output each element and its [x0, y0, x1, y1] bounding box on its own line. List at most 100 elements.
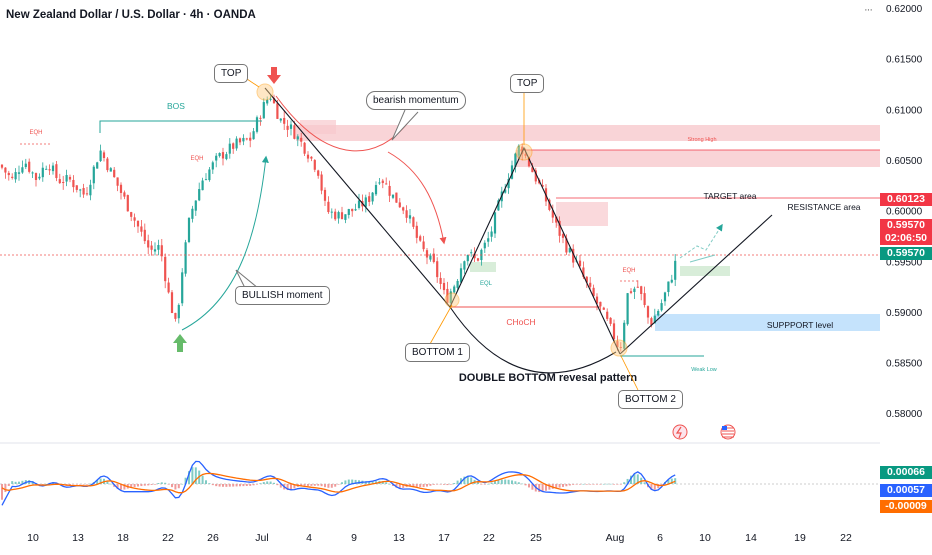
candle-body — [405, 210, 408, 218]
candle-body — [136, 220, 140, 227]
macd-histogram-bar — [565, 484, 568, 487]
candle-body — [653, 315, 656, 324]
candle-body — [24, 163, 27, 168]
candle-body — [153, 249, 157, 252]
price-tick-label: 0.61000 — [886, 105, 923, 116]
candle-body — [429, 255, 432, 260]
candle-body — [456, 280, 459, 288]
candle-body — [497, 200, 500, 211]
macd-histogram-bar — [415, 484, 418, 487]
macd-histogram-bar — [555, 484, 558, 489]
candle-body — [368, 196, 371, 202]
macd-histogram-bar — [337, 484, 340, 485]
chart-title: New Zealand Dollar / U.S. Dollar · 4h · … — [6, 9, 256, 21]
candle-body — [300, 137, 303, 142]
macd-histogram-bar — [259, 483, 262, 484]
time-tick-label: 13 — [72, 532, 84, 544]
candle-body — [317, 170, 320, 176]
candle-body — [306, 154, 310, 159]
candle-body — [507, 178, 510, 189]
macd-histogram-bar — [99, 478, 102, 484]
candle-body — [48, 169, 51, 171]
candle-body — [41, 167, 44, 178]
candle-body — [531, 167, 534, 173]
macd-histogram-bar — [398, 484, 401, 489]
macd-histogram-bar — [72, 484, 75, 485]
macd-histogram-bar — [79, 484, 82, 485]
candle-body — [395, 192, 398, 203]
macd-histogram-bar — [650, 484, 653, 490]
candle-body — [201, 180, 204, 191]
price-tick-label: 0.59500 — [886, 257, 923, 268]
macd-histogram-bar — [143, 484, 146, 486]
bottom-2-connector — [620, 355, 639, 391]
candle-body — [82, 187, 85, 195]
candle-body — [514, 153, 517, 167]
candle-body — [667, 281, 670, 293]
candle-body — [130, 212, 133, 217]
candle-body — [565, 238, 568, 253]
macd-histogram-bar — [239, 484, 241, 487]
macd-histogram-bar — [568, 484, 571, 486]
up-arrow-icon — [173, 334, 187, 352]
macd-histogram-bar — [290, 484, 292, 490]
time-tick-label: 10 — [699, 532, 711, 544]
macd-histogram-bar — [494, 481, 496, 484]
candle-body — [674, 260, 677, 280]
double-bottom-label: DOUBLE BOTTOM revesal pattern — [459, 372, 638, 384]
countdown-tag: 02:06:50 — [880, 232, 932, 245]
candle-body — [548, 199, 551, 210]
candle-body — [616, 341, 619, 348]
candle-body — [7, 172, 10, 176]
time-tick-label: 18 — [117, 532, 129, 544]
macd-histogram-bar — [208, 483, 211, 484]
macd-histogram-bar — [426, 484, 428, 487]
macd-histogram-bar — [300, 484, 303, 487]
macd-histogram-bar — [106, 480, 109, 484]
demand-zone — [680, 266, 730, 276]
time-tick-label: 10 — [27, 532, 39, 544]
macd-histogram-bar — [174, 484, 177, 490]
candle-body — [660, 303, 663, 311]
macd-histogram-bar — [75, 484, 78, 485]
candle-body — [629, 291, 633, 293]
macd-histogram-bar — [273, 482, 275, 484]
bearish-momentum-callout: bearish momentum — [366, 91, 466, 110]
macd-histogram-bar — [266, 481, 269, 484]
weak-low-label: Weak Low — [691, 367, 717, 373]
macd-histogram-bar — [596, 484, 598, 485]
strong-high-label: Strong High — [687, 137, 716, 143]
uptrend-line — [619, 214, 773, 355]
macd-histogram-bar — [606, 483, 609, 485]
candle-body — [470, 252, 473, 254]
macd-histogram-bar — [453, 483, 456, 484]
macd-histogram-bar — [38, 484, 41, 485]
macd-histogram-bar — [235, 484, 238, 487]
eql-label: EQL — [480, 281, 493, 287]
bullish-arrow — [181, 155, 269, 331]
macd-histogram-bar — [517, 482, 520, 484]
time-tick-label: Jul — [255, 532, 268, 544]
macd-histogram-bar — [201, 475, 204, 484]
more-menu-icon[interactable]: ··· — [864, 4, 873, 16]
macd-histogram-bar — [89, 483, 92, 485]
candle-body — [99, 150, 102, 162]
macd-histogram-bar — [402, 484, 405, 488]
candle-body — [106, 158, 109, 171]
candle-body — [177, 304, 180, 319]
bos-line — [99, 120, 262, 133]
candle-body — [65, 175, 68, 182]
macd-histogram-bar — [245, 484, 248, 486]
macd-histogram-bar — [222, 484, 224, 487]
candle-body — [55, 164, 58, 179]
macd-histogram-bar — [381, 481, 384, 484]
macd-histogram-bar — [14, 481, 17, 484]
macd-histogram-bar — [657, 484, 660, 489]
macd-histogram-bar — [630, 475, 632, 484]
candle-body — [140, 226, 143, 232]
macd-histogram-bar — [354, 479, 357, 484]
macd-histogram-bar — [483, 484, 486, 485]
macd-histogram-bar — [545, 484, 547, 491]
